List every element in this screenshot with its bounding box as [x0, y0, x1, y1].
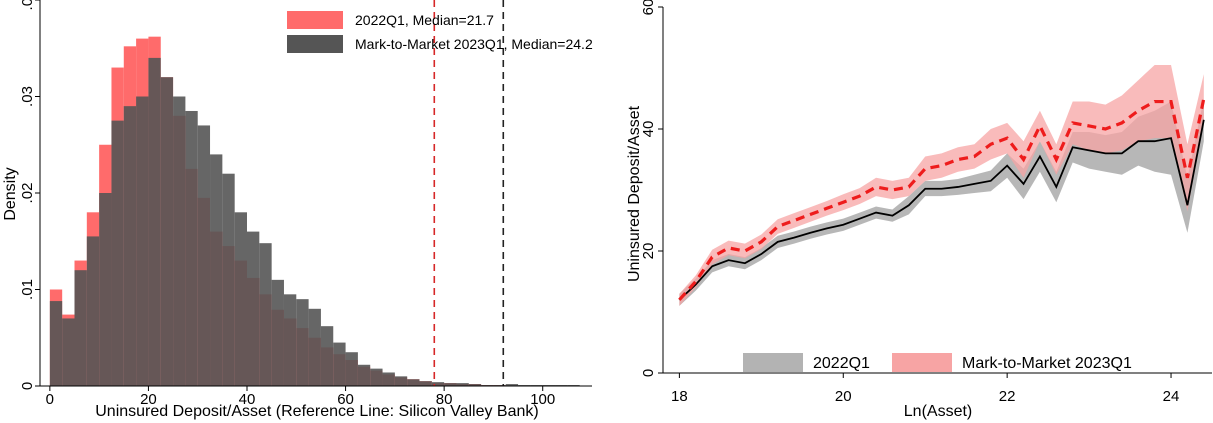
histogram-x-tick-label: 40 — [239, 391, 256, 408]
histogram-axes: 0 20 40 60 80 100 0 .01 .02 .03 .04 — [19, 0, 592, 408]
line-x-tick-label: 24 — [1163, 388, 1180, 405]
histogram-series-mtm-2023q1 — [49, 57, 580, 387]
histogram-bar-mtm-2023q1 — [419, 381, 432, 386]
histogram-bar-mtm-2023q1 — [123, 106, 137, 387]
legend-label-2022q1: 2022Q1, Median=21.7 — [355, 12, 494, 28]
histogram-bar-mtm-2023q1 — [111, 120, 124, 386]
line-y-tick-label: 0 — [640, 369, 657, 377]
histogram-bar-mtm-2023q1 — [431, 382, 445, 386]
histogram-x-tick-label: 100 — [530, 391, 555, 408]
histogram-x-tick-label: 20 — [140, 391, 157, 408]
histogram-bar-mtm-2023q1 — [247, 231, 260, 386]
histogram-bar-mtm-2023q1 — [234, 212, 247, 386]
line-x-tick-label: 22 — [999, 388, 1016, 405]
histogram-bar-mtm-2023q1 — [407, 379, 420, 386]
histogram-bar-mtm-2023q1 — [444, 383, 457, 386]
histogram-bar-mtm-2023q1 — [382, 372, 395, 386]
reference-lines — [433, 0, 505, 386]
line-y-tick-label: 20 — [640, 243, 657, 260]
histogram-x-tick-label: 60 — [337, 391, 354, 408]
histogram-bar-mtm-2023q1 — [308, 308, 321, 386]
histogram-x-tick-label: 80 — [436, 391, 453, 408]
series-lines — [678, 98, 1206, 301]
histogram-y-tick-label: .02 — [19, 183, 36, 204]
histogram-bar-mtm-2023q1 — [283, 294, 297, 386]
legend-swatch-2022q1 — [287, 11, 343, 29]
legend-label-mtm-2023q1-band: Mark-to-Market 2023Q1 — [962, 355, 1132, 372]
histogram-legend: 2022Q1, Median=21.7 Mark-to-Market 2023Q… — [287, 11, 593, 53]
histogram-bar-mtm-2023q1 — [296, 299, 309, 386]
histogram-bar-mtm-2023q1 — [320, 326, 334, 386]
confidence-bands — [679, 64, 1204, 306]
histogram-bar-mtm-2023q1 — [185, 110, 198, 386]
histogram-x-tick-label: 0 — [46, 391, 54, 408]
histogram-bar-mtm-2023q1 — [99, 193, 112, 386]
histogram-bar-mtm-2023q1 — [173, 96, 186, 386]
line-x-tick-label: 18 — [671, 388, 688, 405]
line-axes: 18 20 22 24 0 20 40 60 — [640, 0, 1212, 405]
histogram-bar-mtm-2023q1 — [345, 352, 358, 386]
line-legend: 2022Q1 Mark-to-Market 2023Q1 — [743, 353, 1132, 372]
line-x-axis-label: Ln(Asset) — [904, 403, 972, 420]
histogram-bar-mtm-2023q1 — [370, 368, 383, 386]
legend-label-2022q1-band: 2022Q1 — [813, 355, 870, 372]
histogram-bar-mtm-2023q1 — [148, 57, 161, 387]
histogram-bar-mtm-2023q1 — [222, 173, 235, 386]
histogram-bar-mtm-2023q1 — [160, 77, 174, 386]
line-panel: 18 20 22 24 0 20 40 60 Ln(Asset) Uninsured Depo… — [626, 0, 1212, 420]
histogram-bar-mtm-2023q1 — [62, 318, 75, 386]
legend-swatch-mtm-2023q1-band — [892, 353, 952, 372]
line-2022q1 — [678, 119, 1205, 301]
legend-label-mtm-2023q1: Mark-to-Market 2023Q1, Median=24.2 — [355, 36, 593, 52]
histogram-bar-mtm-2023q1 — [394, 376, 408, 386]
histogram-y-tick-label: .03 — [19, 86, 36, 107]
line-y-axis-label: Uninsured Deposit/Asset — [626, 105, 643, 282]
histogram-bar-mtm-2023q1 — [271, 279, 284, 386]
histogram-bar-mtm-2023q1 — [333, 342, 346, 386]
histogram-x-axis-label: Uninsured Deposit/Asset (Reference Line:… — [95, 403, 538, 420]
histogram-y-tick-label: 0 — [19, 382, 36, 390]
histogram-bar-mtm-2023q1 — [357, 364, 371, 386]
histogram-bar-mtm-2023q1 — [74, 270, 87, 386]
histogram-bar-mtm-2023q1 — [210, 154, 223, 386]
histogram-bar-mtm-2023q1 — [49, 301, 63, 386]
confidence-band-mtm-2023q1 — [679, 64, 1204, 306]
line-y-tick-label: 60 — [640, 0, 657, 15]
histogram-bar-mtm-2023q1 — [136, 96, 149, 386]
histogram-bar-mtm-2023q1 — [456, 383, 469, 386]
histogram-bar-mtm-2023q1 — [86, 236, 100, 386]
histogram-panel: 0 20 40 60 80 100 0 .01 .02 .03 .04 Uninsured Depo… — [2, 0, 593, 420]
histogram-y-tick-label: .01 — [19, 279, 36, 300]
line-y-tick-label: 40 — [640, 121, 657, 138]
histogram-bar-mtm-2023q1 — [197, 125, 211, 386]
legend-swatch-2022q1-band — [743, 353, 803, 372]
line-mtm-2023q1 — [678, 98, 1206, 301]
histogram-y-tick-label: .04 — [19, 0, 36, 10]
confidence-band-2022q1 — [679, 98, 1204, 306]
histogram-bar-mtm-2023q1 — [468, 384, 482, 386]
histogram-bar-mtm-2023q1 — [505, 384, 519, 386]
histogram-y-axis-label: Density — [2, 167, 19, 220]
legend-swatch-mtm-2023q1 — [287, 35, 343, 53]
histogram-bar-mtm-2023q1 — [259, 243, 272, 386]
line-x-tick-label: 20 — [835, 388, 852, 405]
